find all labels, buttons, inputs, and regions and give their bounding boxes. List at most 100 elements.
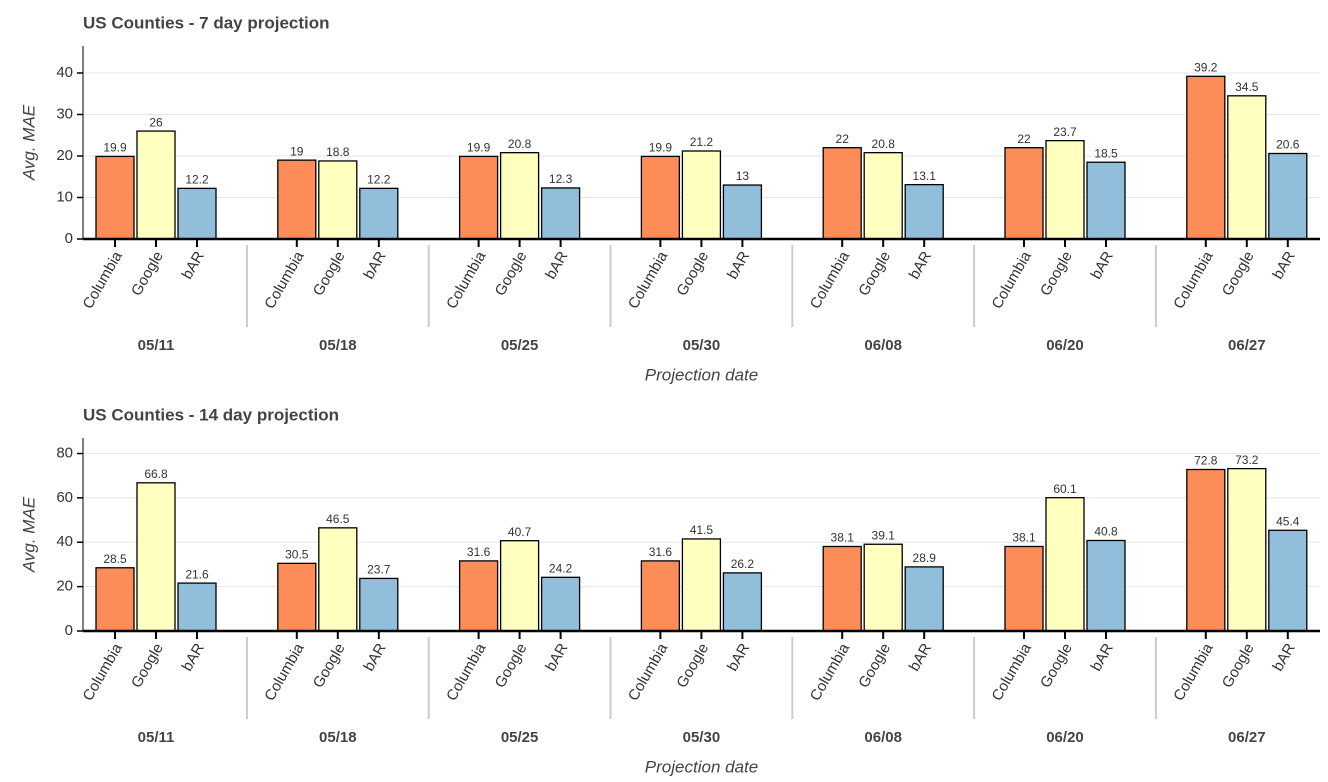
x-tick-label: bAR	[906, 640, 935, 674]
value-label: 22	[836, 132, 850, 146]
y-tick-label: 20	[56, 147, 73, 164]
x-tick-label: Columbia	[261, 640, 308, 704]
x-tick-label: bAR	[179, 248, 208, 282]
bar	[863, 152, 903, 240]
bar	[681, 150, 722, 240]
bar	[863, 543, 903, 632]
bar	[458, 155, 499, 240]
bar	[177, 187, 217, 240]
value-label: 20.6	[1276, 138, 1300, 152]
bar	[904, 566, 944, 632]
x-axis-label: Projection date	[645, 365, 758, 384]
bar	[318, 527, 358, 632]
x-tick-label: Columbia	[988, 248, 1035, 312]
bar	[681, 538, 722, 632]
y-tick-label: 40	[56, 533, 73, 550]
bar	[904, 183, 944, 240]
value-label: 45.4	[1276, 514, 1300, 528]
value-label: 13	[736, 169, 750, 183]
bar	[722, 572, 763, 632]
value-label: 18.8	[326, 145, 350, 159]
y-tick-label: 0	[65, 230, 73, 247]
value-label: 12.3	[549, 172, 573, 186]
bar	[1268, 152, 1308, 240]
value-label: 12.2	[367, 173, 391, 187]
value-label: 40.8	[1094, 525, 1118, 539]
x-tick-label: Columbia	[1170, 640, 1217, 704]
value-label: 20.8	[872, 137, 896, 151]
bar	[277, 159, 317, 240]
x-axis-label: Projection date	[645, 757, 758, 776]
y-tick-label: 0	[65, 622, 73, 639]
bar	[1186, 468, 1226, 632]
group-label: 05/25	[501, 729, 539, 746]
x-tick-label: Columbia	[443, 248, 490, 312]
y-tick-label: 30	[56, 105, 73, 122]
bar	[722, 184, 763, 240]
value-label: 21.2	[690, 135, 714, 149]
x-tick-label: Google	[1219, 248, 1258, 298]
bar	[1227, 95, 1267, 240]
bar	[1004, 545, 1044, 632]
value-label: 18.5	[1094, 146, 1118, 160]
y-tick-label: 60	[56, 489, 73, 506]
value-label: 30.5	[285, 548, 309, 562]
bar	[1004, 147, 1044, 240]
x-tick-label: Columbia	[261, 248, 308, 312]
x-tick-label: Google	[310, 640, 349, 690]
value-label: 41.5	[690, 523, 714, 537]
value-label: 72.8	[1194, 454, 1218, 468]
x-tick-label: bAR	[360, 248, 389, 282]
x-tick-label: Google	[128, 248, 167, 298]
x-tick-label: Columbia	[988, 640, 1035, 704]
value-label: 23.7	[367, 563, 391, 577]
value-label: 19.9	[103, 141, 127, 155]
bar	[277, 562, 317, 632]
bar	[540, 187, 581, 240]
value-label: 46.5	[326, 512, 350, 526]
bar	[822, 545, 862, 632]
y-tick-label: 10	[56, 188, 73, 205]
bar	[95, 155, 135, 240]
group-label: 05/18	[319, 729, 357, 746]
value-label: 23.7	[1053, 125, 1077, 139]
bar	[1186, 75, 1226, 240]
x-tick-label: bAR	[724, 640, 753, 674]
bar	[359, 187, 399, 240]
value-label: 60.1	[1053, 482, 1077, 496]
value-label: 26	[149, 115, 163, 129]
x-tick-label: Columbia	[1170, 248, 1217, 312]
group-label: 05/11	[138, 337, 175, 354]
chart-title: US Counties - 14 day projection	[83, 405, 339, 424]
group-label: 06/20	[1046, 337, 1084, 354]
x-tick-label: bAR	[542, 248, 571, 282]
y-axis-label: Avg. MAE	[19, 104, 38, 181]
x-tick-label: Columbia	[79, 640, 126, 704]
bar	[1045, 497, 1085, 632]
x-tick-label: Columbia	[807, 248, 854, 312]
value-label: 26.2	[731, 557, 755, 571]
value-label: 28.5	[103, 552, 127, 566]
x-tick-label: Columbia	[807, 640, 854, 704]
value-label: 39.1	[872, 528, 896, 542]
value-label: 73.2	[1235, 453, 1259, 467]
y-tick-label: 20	[56, 578, 73, 595]
value-label: 19.9	[649, 141, 673, 155]
bar	[1268, 529, 1308, 632]
x-tick-label: bAR	[906, 248, 935, 282]
group-label: 06/08	[864, 337, 902, 354]
x-tick-label: Columbia	[625, 640, 672, 704]
x-tick-label: bAR	[542, 640, 571, 674]
group-label: 05/11	[138, 729, 175, 746]
x-tick-label: Columbia	[79, 248, 126, 312]
bar	[318, 160, 358, 240]
value-label: 66.8	[144, 467, 168, 481]
value-label: 19.9	[467, 141, 491, 155]
bar	[1086, 161, 1126, 240]
bar	[359, 577, 399, 632]
group-label: 05/25	[501, 337, 539, 354]
group-label: 05/30	[683, 729, 721, 746]
value-label: 28.9	[913, 551, 937, 565]
value-label: 21.6	[185, 567, 209, 581]
x-tick-label: bAR	[360, 640, 389, 674]
